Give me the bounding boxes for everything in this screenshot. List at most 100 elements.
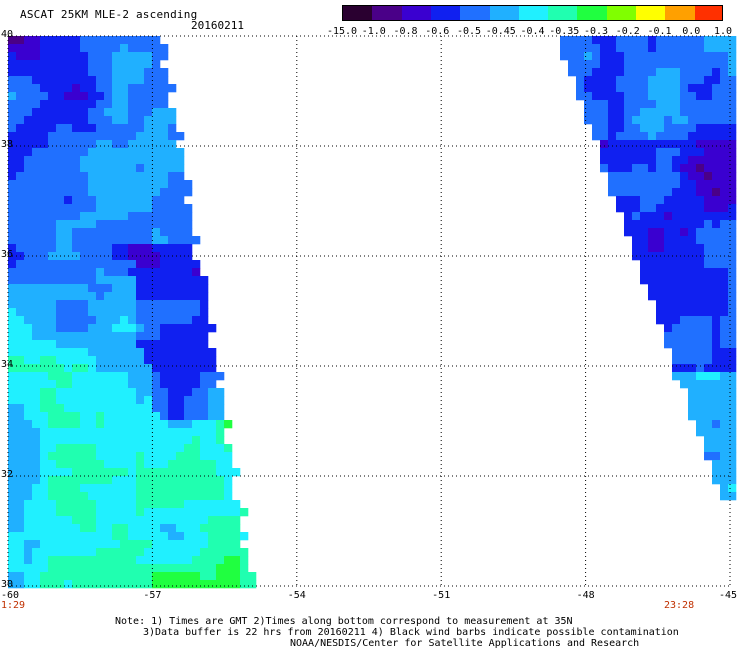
- swath-cell: [728, 148, 737, 157]
- swath-cell: [664, 124, 673, 133]
- swath-cell: [688, 84, 697, 93]
- swath-cell: [672, 260, 681, 269]
- swath-cell: [40, 396, 49, 405]
- swath-cell: [8, 300, 17, 309]
- swath-cell: [656, 220, 665, 229]
- swath-cell: [64, 460, 73, 469]
- swath-cell: [704, 244, 713, 253]
- swath-cell: [160, 372, 169, 381]
- swath-cell: [720, 460, 729, 469]
- swath-cell: [88, 164, 97, 173]
- swath-cell: [216, 420, 225, 429]
- swath-cell: [648, 244, 657, 253]
- swath-cell: [72, 36, 81, 45]
- swath-cell: [144, 308, 153, 317]
- swath-cell: [104, 108, 113, 117]
- swath-cell: [32, 124, 41, 133]
- swath-cell: [128, 316, 137, 325]
- swath-cell: [696, 164, 705, 173]
- swath-cell: [112, 316, 121, 325]
- swath-cell: [16, 180, 25, 189]
- swath-cell: [224, 484, 233, 493]
- swath-cell: [16, 132, 25, 141]
- swath-cell: [64, 188, 73, 197]
- swath-cell: [48, 124, 57, 133]
- swath-cell: [16, 340, 25, 349]
- swath-cell: [160, 180, 169, 189]
- swath-cell: [64, 260, 73, 269]
- swath-cell: [704, 140, 713, 149]
- swath-cell: [96, 244, 105, 253]
- swath-cell: [144, 476, 153, 485]
- swath-cell: [120, 436, 129, 445]
- swath-cell: [152, 324, 161, 333]
- swath-cell: [576, 60, 585, 69]
- swath-cell: [48, 380, 57, 389]
- swath-cell: [176, 516, 185, 525]
- swath-cell: [688, 276, 697, 285]
- swath-cell: [688, 260, 697, 269]
- latitude-label: 40: [1, 29, 14, 40]
- swath-cell: [64, 148, 73, 157]
- swath-cell: [656, 244, 665, 253]
- swath-cell: [48, 508, 57, 517]
- swath-cell: [144, 452, 153, 461]
- swath-cell: [216, 524, 225, 533]
- swath-cell: [168, 412, 177, 421]
- swath-cell: [120, 452, 129, 461]
- swath-cell: [184, 564, 193, 573]
- swath-cell: [688, 228, 697, 237]
- swath-cell: [624, 212, 633, 221]
- swath-cell: [16, 412, 25, 421]
- swath-cell: [184, 556, 193, 565]
- swath-cell: [48, 68, 57, 77]
- swath-cell: [648, 108, 657, 117]
- swath-cell: [136, 396, 145, 405]
- swath-cell: [144, 196, 153, 205]
- swath-cell: [8, 460, 17, 469]
- swath-cell: [128, 468, 137, 477]
- swath-cell: [664, 340, 673, 349]
- swath-cell: [128, 196, 137, 205]
- swath-cell: [56, 44, 65, 53]
- swath-cell: [712, 108, 721, 117]
- swath-cell: [176, 276, 185, 285]
- swath-cell: [96, 348, 105, 357]
- swath-cell: [128, 340, 137, 349]
- swath-cell: [32, 444, 41, 453]
- swath-cell: [688, 388, 697, 397]
- swath-cell: [8, 188, 17, 197]
- swath-cell: [16, 244, 25, 253]
- swath-cell: [176, 180, 185, 189]
- swath-cell: [656, 116, 665, 125]
- swath-cell: [72, 100, 81, 109]
- swath-cell: [64, 412, 73, 421]
- swath-cell: [72, 156, 81, 165]
- swath-cell: [80, 188, 89, 197]
- swath-cell: [592, 44, 601, 53]
- swath-cell: [664, 116, 673, 125]
- swath-cell: [632, 108, 641, 117]
- swath-cell: [704, 220, 713, 229]
- swath-cell: [648, 36, 657, 45]
- swath-cell: [672, 76, 681, 85]
- swath-cell: [160, 188, 169, 197]
- swath-cell: [120, 468, 129, 477]
- swath-cell: [88, 420, 97, 429]
- swath-cell: [128, 180, 137, 189]
- swath-cell: [64, 44, 73, 53]
- swath-cell: [104, 324, 113, 333]
- swath-cell: [688, 356, 697, 365]
- swath-cell: [216, 428, 225, 437]
- swath-cell: [56, 244, 65, 253]
- swath-cell: [640, 244, 649, 253]
- swath-cell: [72, 580, 81, 589]
- swath-cell: [184, 340, 193, 349]
- swath-cell: [720, 204, 729, 213]
- swath-cell: [104, 188, 113, 197]
- swath-cell: [16, 364, 25, 373]
- swath-cell: [168, 524, 177, 533]
- swath-cell: [8, 516, 17, 525]
- swath-cell: [704, 188, 713, 197]
- swath-cell: [80, 108, 89, 117]
